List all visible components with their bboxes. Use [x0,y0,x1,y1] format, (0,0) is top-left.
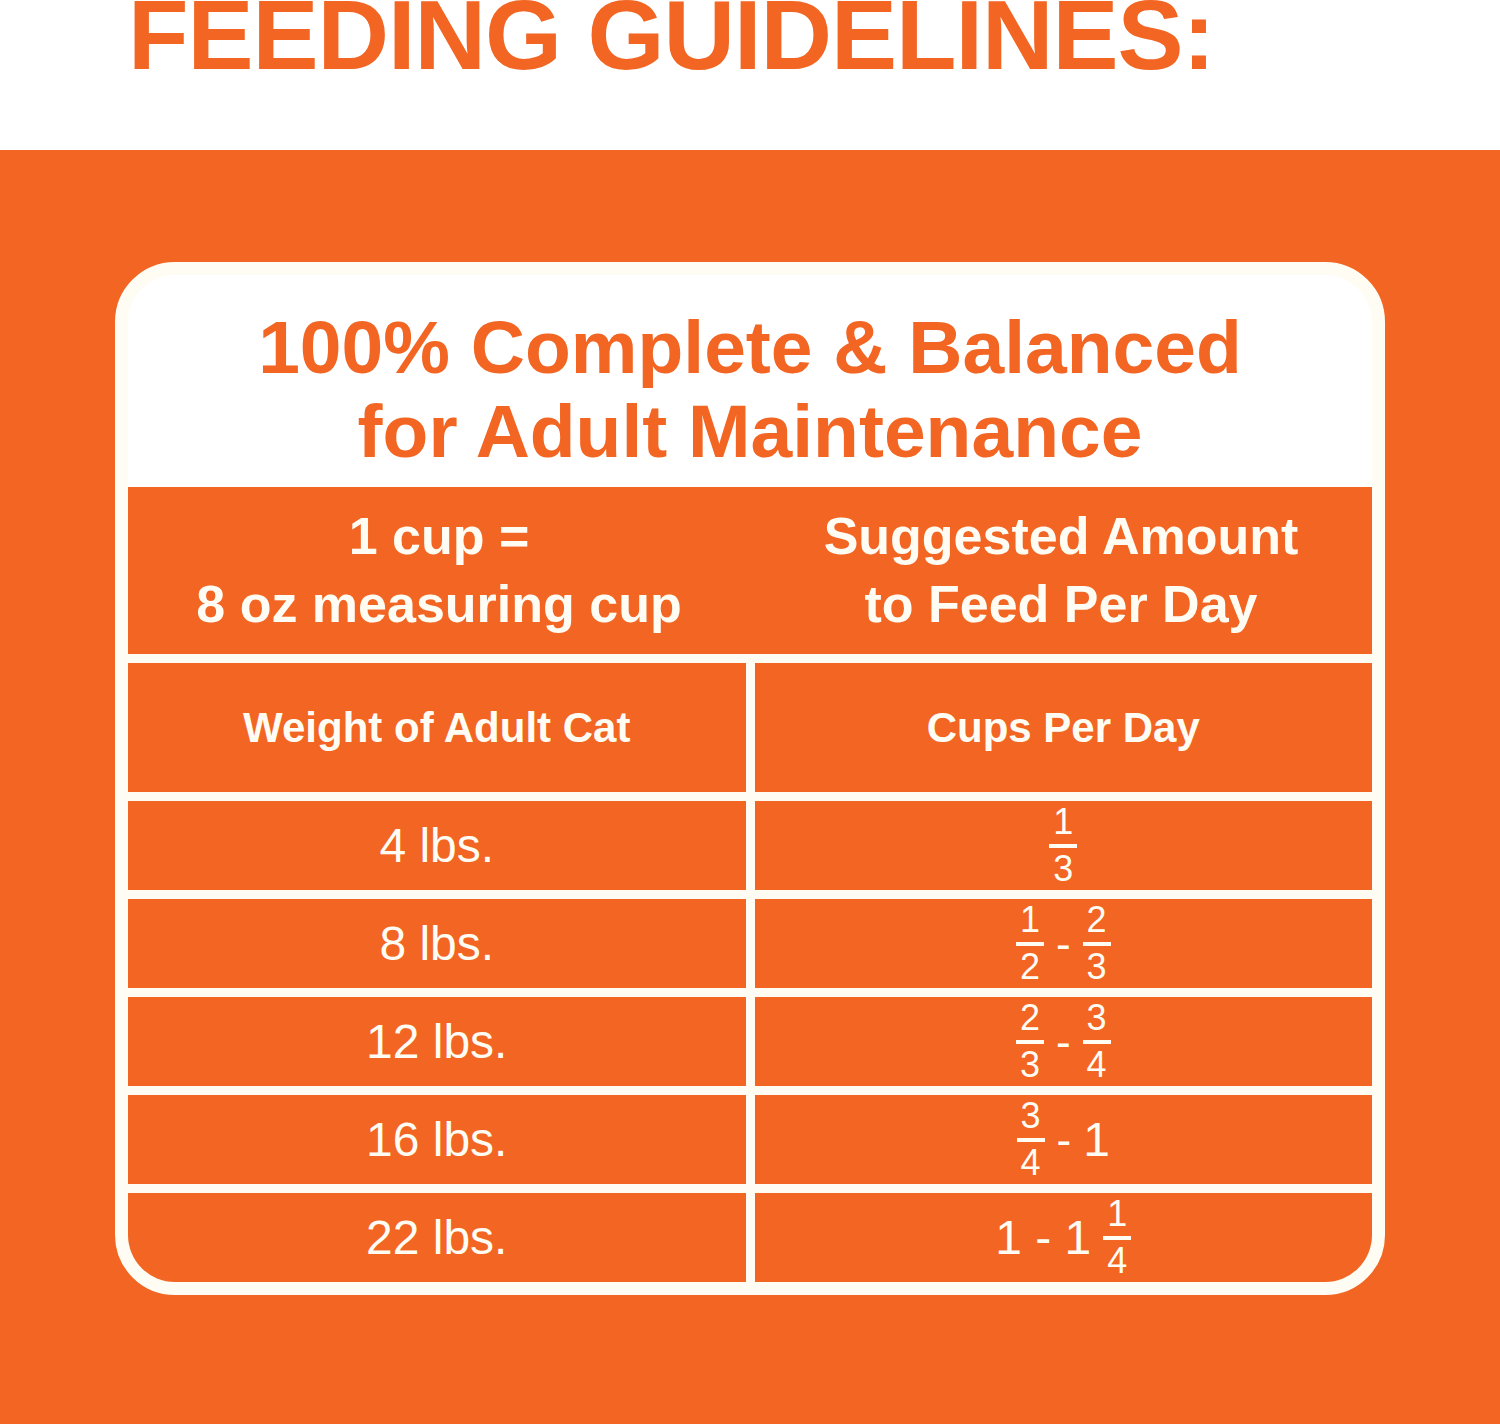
fraction-numerator: 2 [1083,902,1111,946]
table-row: 8 lbs.12-23 [128,899,1372,988]
cup-measure-note-line-2: 8 oz measuring cup [196,571,681,639]
fraction: 34 [1017,1098,1045,1181]
fraction-numerator: 1 [1016,902,1044,946]
fraction: 12 [1016,902,1044,985]
cups-cell: 34-1 [755,1095,1373,1184]
weight-cell: 4 lbs. [128,801,746,890]
cup-measure-note-line-1: 1 cup = [349,503,530,571]
fraction: 23 [1083,902,1111,985]
table-row: 16 lbs.34-1 [128,1095,1372,1184]
weight-cell: 16 lbs. [128,1095,746,1184]
cups-value-text: 1 - 1 [995,1210,1091,1265]
guidelines-card: 100% Complete & Balanced for Adult Maint… [115,262,1385,1295]
cups-cell: 12-23 [755,899,1373,988]
fraction-denominator: 2 [1020,946,1040,986]
column-header-row: Weight of Adult Cat Cups Per Day [128,663,1372,792]
weight-column-header: Weight of Adult Cat [128,663,746,792]
fraction-numerator: 1 [1049,804,1077,848]
cups-value-text: 1 [1083,1112,1110,1167]
fraction: 23 [1016,1000,1044,1083]
card-heading-line-1: 100% Complete & Balanced [258,305,1242,389]
range-dash: - [1057,1115,1072,1165]
fraction-numerator: 3 [1017,1098,1045,1142]
feeding-guidelines-panel: FEEDING GUIDELINES: 100% Complete & Bala… [0,0,1500,1424]
weight-cell: 8 lbs. [128,899,746,988]
cups-cell: 13 [755,801,1373,890]
suggested-amount-line-1: Suggested Amount [824,503,1299,571]
suggested-amount-line-2: to Feed Per Day [864,571,1257,639]
page-title: FEEDING GUIDELINES: [128,0,1215,84]
fraction: 34 [1083,1000,1111,1083]
fraction-denominator: 3 [1087,946,1107,986]
fraction: 14 [1103,1196,1131,1279]
fraction-denominator: 4 [1021,1142,1041,1182]
top-band: FEEDING GUIDELINES: [0,0,1500,150]
cups-cell: 1 - 114 [755,1193,1373,1282]
cup-measure-note: 1 cup = 8 oz measuring cup [128,487,750,654]
fraction-denominator: 3 [1053,848,1073,888]
card-heading-line-2: for Adult Maintenance [358,389,1143,473]
fraction-numerator: 3 [1083,1000,1111,1044]
fraction-denominator: 4 [1087,1044,1107,1084]
weight-cell: 22 lbs. [128,1193,746,1282]
card-heading: 100% Complete & Balanced for Adult Maint… [128,275,1372,487]
weight-cell: 12 lbs. [128,997,746,1086]
suggested-amount-header: Suggested Amount to Feed Per Day [750,487,1372,654]
fraction-denominator: 4 [1107,1240,1127,1280]
fraction-numerator: 1 [1103,1196,1131,1240]
cups-column-header: Cups Per Day [755,663,1373,792]
guidelines-card-inner: 100% Complete & Balanced for Adult Maint… [128,275,1372,1282]
fraction-numerator: 2 [1016,1000,1044,1044]
table-row: 4 lbs. 13 [128,801,1372,890]
range-dash: - [1056,919,1071,969]
fraction: 13 [1049,804,1077,887]
table-row: 22 lbs.1 - 114 [128,1193,1372,1282]
range-dash: - [1056,1017,1071,1067]
table-header-band: 1 cup = 8 oz measuring cup Suggested Amo… [128,487,1372,654]
fraction-denominator: 3 [1020,1044,1040,1084]
cups-cell: 23-34 [755,997,1373,1086]
table-row: 12 lbs.23-34 [128,997,1372,1086]
